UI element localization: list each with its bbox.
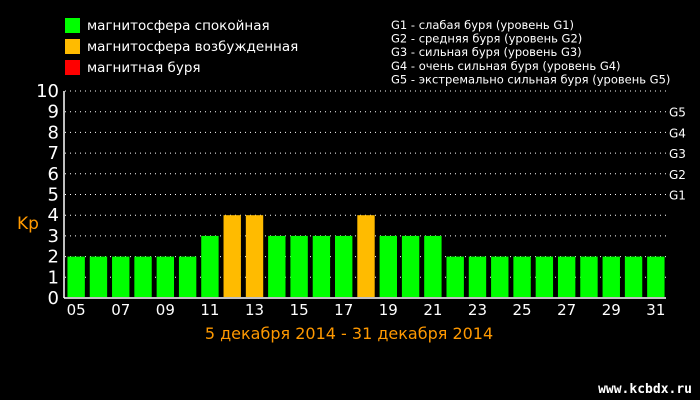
g-legend-item: G2 - средняя буря (уровень G2) bbox=[391, 32, 582, 46]
bar-19 bbox=[379, 235, 397, 297]
x-tick-label: 23 bbox=[468, 301, 487, 319]
bar-31 bbox=[647, 256, 665, 297]
color-legend: магнитосфера спокойная магнитосфера возбу… bbox=[65, 18, 298, 76]
g-tick-labels: G1 G2 G3 G4 G5 bbox=[669, 106, 686, 203]
x-tick-label: 17 bbox=[334, 301, 353, 319]
g-tick-label: G2 bbox=[669, 168, 686, 182]
bar-05 bbox=[67, 256, 85, 297]
bar-22 bbox=[446, 256, 464, 297]
legend-swatch bbox=[65, 39, 80, 54]
legend-label: магнитосфера возбужденная bbox=[87, 39, 298, 55]
bar-12 bbox=[223, 215, 241, 297]
bars bbox=[67, 215, 665, 297]
bar-11 bbox=[201, 235, 219, 297]
y-tick-label: 2 bbox=[48, 247, 59, 268]
bar-24 bbox=[491, 256, 509, 297]
bar-26 bbox=[535, 256, 554, 297]
x-tick-label: 11 bbox=[200, 301, 219, 319]
x-tick-label: 15 bbox=[290, 301, 309, 319]
y-axis-label: Kp bbox=[17, 214, 39, 234]
bar-15 bbox=[290, 235, 308, 297]
bar-14 bbox=[268, 235, 286, 297]
y-tick-label: 1 bbox=[48, 267, 59, 288]
x-tick-labels: 05 07 09 11 13 15 17 19 21 23 25 27 29 31 bbox=[67, 301, 666, 319]
y-tick-label: 9 bbox=[48, 102, 59, 123]
x-tick-label: 27 bbox=[557, 301, 576, 319]
y-tick-label: 7 bbox=[48, 143, 59, 164]
g-tick-label: G5 bbox=[669, 106, 686, 120]
x-tick-label: 21 bbox=[423, 301, 442, 319]
x-tick-label: 25 bbox=[513, 301, 532, 319]
x-tick-label: 19 bbox=[379, 301, 398, 319]
axes bbox=[63, 91, 666, 299]
x-tick-label: 29 bbox=[602, 301, 621, 319]
y-tick-label: 4 bbox=[48, 205, 59, 226]
g-tick-label: G1 bbox=[669, 189, 686, 203]
y-tick-label: 6 bbox=[48, 164, 59, 185]
storm-level-legend: G1 - слабая буря (уровень G1)G2 - средня… bbox=[391, 18, 670, 86]
bar-23 bbox=[468, 256, 487, 297]
g-tick-label: G3 bbox=[669, 147, 686, 161]
y-tick-label: 10 bbox=[36, 81, 59, 102]
bar-13 bbox=[245, 215, 264, 297]
y-tick-label: 3 bbox=[48, 226, 59, 247]
bar-09 bbox=[156, 256, 175, 297]
watermark: www.kcbdx.ru bbox=[598, 382, 692, 397]
x-tick-label: 13 bbox=[245, 301, 264, 319]
bar-06 bbox=[89, 256, 108, 297]
bar-16 bbox=[312, 235, 331, 297]
bar-17 bbox=[335, 235, 353, 297]
g-legend-item: G4 - очень сильная буря (уровень G4) bbox=[391, 59, 621, 73]
legend-swatch bbox=[65, 60, 80, 75]
bar-29 bbox=[602, 256, 620, 297]
g-legend-item: G3 - сильная буря (уровень G3) bbox=[391, 45, 582, 59]
bar-08 bbox=[134, 256, 152, 297]
y-tick-label: 5 bbox=[48, 185, 59, 206]
bar-18 bbox=[357, 215, 375, 297]
g-tick-label: G4 bbox=[669, 126, 686, 140]
bar-07 bbox=[112, 256, 130, 297]
y-tick-label: 0 bbox=[48, 288, 59, 309]
x-tick-label: 05 bbox=[67, 301, 86, 319]
bar-21 bbox=[424, 235, 442, 297]
bar-28 bbox=[580, 256, 598, 297]
g-legend-item: G1 - слабая буря (уровень G1) bbox=[391, 18, 574, 32]
bar-25 bbox=[513, 256, 531, 297]
bar-30 bbox=[624, 256, 643, 297]
legend-label: магнитосфера спокойная bbox=[87, 18, 270, 34]
x-tick-label: 07 bbox=[111, 301, 130, 319]
legend-label: магнитная буря bbox=[87, 60, 201, 76]
date-range-subtitle: 5 декабря 2014 - 31 декабря 2014 bbox=[205, 324, 493, 343]
g-legend-item: G5 - экстремально сильная буря (уровень … bbox=[391, 72, 670, 86]
legend-swatch bbox=[65, 18, 80, 33]
y-tick-label: 8 bbox=[48, 122, 59, 143]
bar-27 bbox=[557, 256, 576, 297]
x-tick-label: 31 bbox=[646, 301, 665, 319]
bar-10 bbox=[178, 256, 197, 297]
bar-20 bbox=[401, 235, 420, 297]
x-tick-label: 09 bbox=[156, 301, 175, 319]
